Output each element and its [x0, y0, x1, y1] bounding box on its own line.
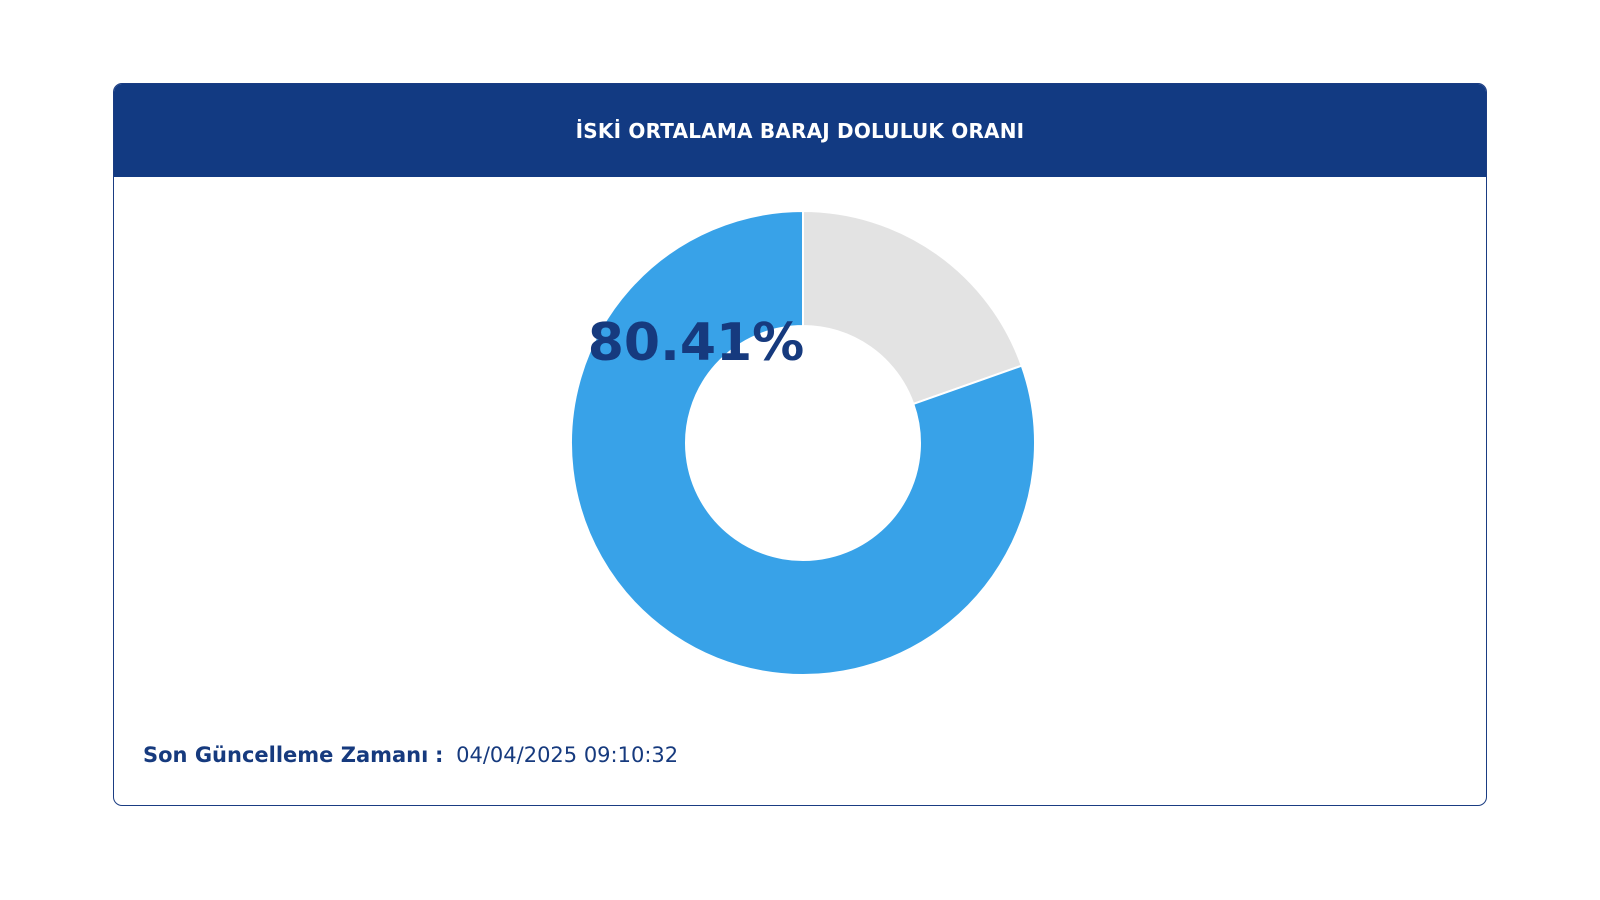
last-update-separator: : [435, 743, 444, 767]
donut-slice-filled [570, 209, 1036, 676]
donut-center-value: 80.41% [587, 313, 805, 373]
last-update: Son Güncelleme Zamanı : 04/04/2025 09:10… [143, 743, 678, 767]
dam-occupancy-card: İSKİ ORTALAMA BARAJ DOLULUK ORANI [113, 83, 1487, 806]
donut-slice-empty [802, 209, 1024, 406]
card-header: İSKİ ORTALAMA BARAJ DOLULUK ORANI [114, 84, 1486, 177]
last-update-timestamp: 04/04/2025 09:10:32 [456, 743, 679, 767]
card-title: İSKİ ORTALAMA BARAJ DOLULUK ORANI [575, 118, 1025, 143]
last-update-label: Son Güncelleme Zamanı [143, 743, 429, 767]
